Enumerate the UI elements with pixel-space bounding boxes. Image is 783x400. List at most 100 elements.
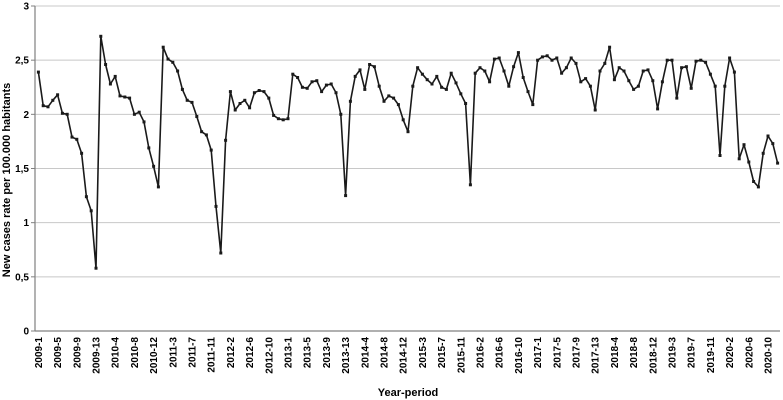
- data-point-marker: [219, 251, 223, 255]
- x-tick-label: 2018-12: [648, 337, 659, 374]
- data-point-marker: [147, 146, 151, 150]
- data-point-marker: [329, 82, 333, 86]
- y-tick-label: 3: [23, 2, 29, 13]
- data-point-marker: [113, 74, 117, 78]
- data-point-marker: [310, 80, 314, 84]
- data-point-marker: [372, 65, 376, 69]
- y-tick-labels-layer: 0 0,5 1 1,5 2 2,5 3: [15, 2, 29, 338]
- data-point-marker: [368, 63, 372, 66]
- x-tick-labels-layer: 2009-1 2009-5 2009-9 2009-13 2010-4 2010-8 201…: [34, 337, 775, 374]
- data-point-marker: [80, 151, 84, 155]
- data-point-marker: [176, 69, 180, 73]
- data-point-marker: [137, 110, 141, 114]
- x-tick-label: 2015-3: [418, 337, 429, 369]
- data-point-marker: [348, 99, 352, 103]
- data-point-marker: [416, 66, 420, 70]
- data-point-marker: [272, 113, 276, 117]
- x-tick-label: 2016-10: [514, 337, 525, 374]
- data-point-marker: [776, 161, 780, 165]
- data-point-marker: [195, 115, 199, 118]
- x-tick-label: 2009-1: [34, 337, 45, 369]
- data-point-marker: [99, 34, 103, 38]
- data-point-marker: [276, 117, 280, 121]
- x-tick-label: 2020-2: [725, 337, 736, 369]
- data-point-marker: [214, 204, 218, 208]
- y-tick-label: 0,5: [15, 272, 29, 283]
- data-point-marker: [483, 69, 487, 73]
- data-point-marker: [156, 185, 160, 189]
- x-tick-label: 2014-4: [360, 337, 371, 369]
- data-point-marker: [262, 90, 266, 94]
- data-point-marker: [166, 57, 170, 61]
- data-point-marker: [180, 87, 184, 91]
- data-point-marker: [497, 56, 501, 60]
- data-point-marker: [660, 80, 664, 84]
- x-tick-label: 2016-2: [476, 337, 487, 369]
- data-point-marker: [238, 102, 242, 105]
- data-point-marker: [118, 94, 122, 98]
- x-tick-label: 2015-11: [456, 337, 467, 374]
- x-tick-label: 2017-9: [572, 337, 583, 369]
- data-point-marker: [622, 69, 626, 73]
- data-point-marker: [344, 194, 348, 198]
- data-point-marker: [84, 195, 88, 199]
- data-point-marker: [646, 68, 650, 72]
- data-point-marker: [459, 92, 463, 96]
- data-point-marker: [224, 138, 228, 142]
- data-point-marker: [468, 183, 472, 187]
- data-point-marker: [411, 84, 415, 88]
- data-point-marker: [507, 84, 511, 88]
- x-tick-label: 2011-7: [188, 337, 199, 368]
- data-point-marker: [732, 70, 736, 74]
- data-point-marker: [51, 98, 55, 102]
- data-point-marker: [492, 57, 496, 61]
- data-point-marker: [521, 76, 525, 79]
- data-point-marker: [550, 58, 554, 62]
- data-point-marker: [464, 102, 468, 105]
- data-point-marker: [204, 133, 208, 137]
- data-point-marker: [358, 68, 362, 72]
- x-tick-label: 2015-7: [437, 337, 448, 369]
- data-point-marker: [296, 76, 300, 79]
- data-point-marker: [60, 111, 64, 115]
- x-tick-label: 2017-5: [552, 337, 563, 369]
- x-tick-label: 2013-9: [322, 337, 333, 369]
- data-point-marker: [320, 90, 324, 94]
- data-point-marker: [560, 71, 564, 75]
- data-point-marker: [632, 87, 636, 91]
- data-point-marker: [684, 65, 688, 69]
- y-tick-label: 2,5: [15, 56, 29, 67]
- y-axis-title: New cases rate per 100.000 habitants: [1, 83, 13, 277]
- data-point-marker: [108, 82, 112, 86]
- data-point-marker: [598, 69, 602, 73]
- y-tick-label: 1,5: [15, 164, 29, 175]
- data-point-marker: [248, 106, 252, 110]
- data-point-marker: [233, 108, 237, 112]
- x-tick-label: 2018-8: [629, 337, 640, 369]
- data-point-marker: [286, 117, 290, 121]
- x-tick-label: 2012-2: [226, 337, 237, 369]
- data-point-marker: [334, 91, 338, 95]
- data-point-marker: [435, 74, 439, 78]
- data-point-marker: [536, 58, 540, 62]
- data-point-marker: [742, 143, 746, 147]
- data-point-marker: [267, 96, 271, 100]
- data-point-marker: [382, 99, 386, 103]
- data-point-marker: [761, 151, 765, 155]
- x-tick-label: 2016-6: [495, 337, 506, 369]
- x-tick-label: 2020-10: [764, 337, 775, 374]
- data-point-marker: [70, 135, 74, 139]
- x-tick-label: 2009-9: [72, 337, 83, 369]
- x-tick-label: 2019-7: [687, 337, 698, 369]
- x-tick-label: 2019-11: [706, 337, 717, 374]
- data-point-marker: [689, 86, 693, 90]
- data-point-marker: [608, 45, 612, 49]
- data-point-marker: [766, 134, 770, 138]
- data-point-marker: [363, 87, 367, 91]
- data-point-marker: [444, 87, 448, 91]
- x-tick-label: 2009-13: [92, 337, 103, 374]
- data-point-marker: [593, 108, 597, 112]
- x-tick-label: 2012-6: [245, 337, 256, 369]
- data-point-marker: [56, 93, 60, 97]
